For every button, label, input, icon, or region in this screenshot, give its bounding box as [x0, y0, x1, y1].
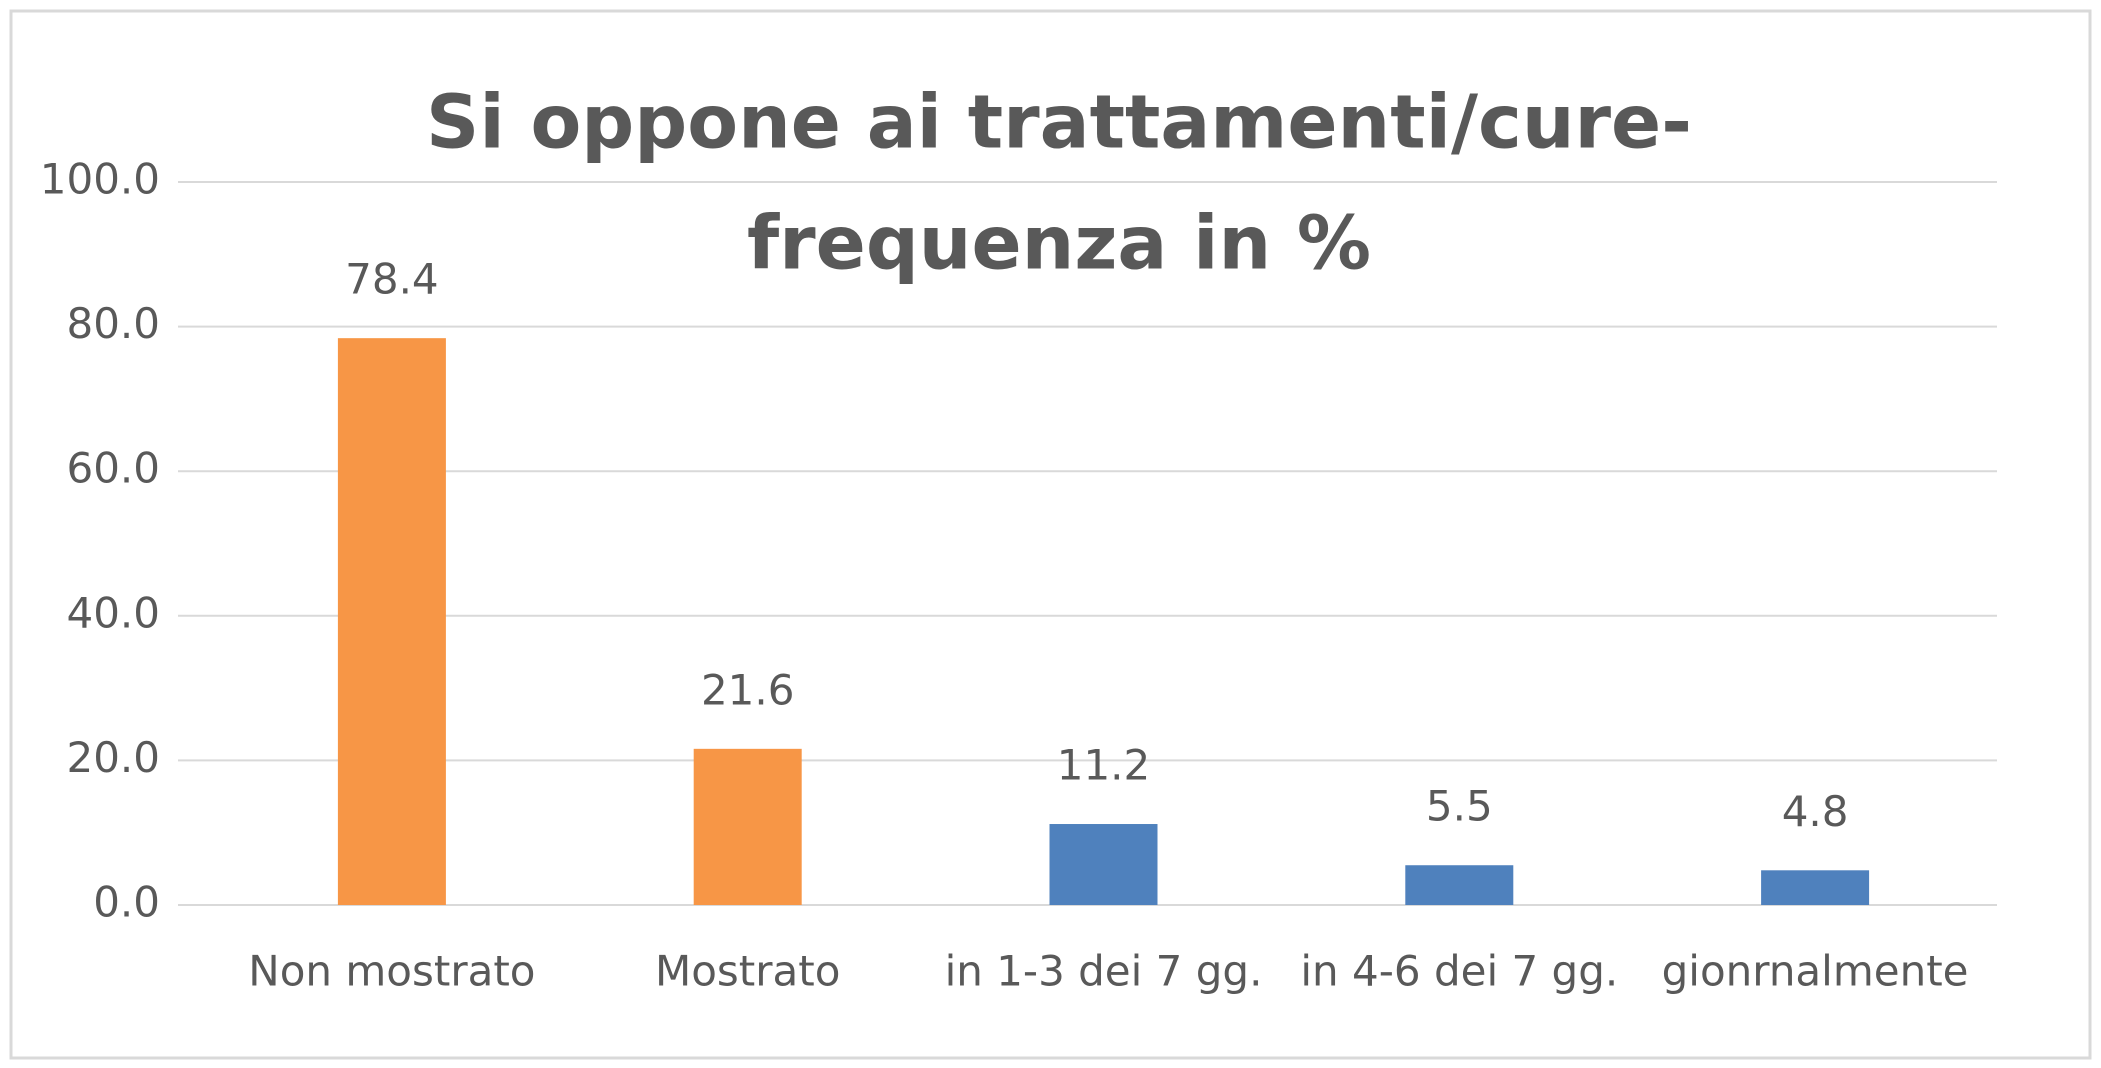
data-label: 4.8 — [1782, 787, 1849, 836]
x-tick-label: Mostrato — [655, 947, 840, 996]
y-tick-label: 20.0 — [66, 733, 160, 782]
y-tick-label: 100.0 — [40, 155, 160, 204]
x-tick-label: in 4-6 dei 7 gg. — [1300, 947, 1618, 996]
x-tick-label: Non mostrato — [248, 947, 535, 996]
y-tick-label: 40.0 — [66, 588, 160, 637]
data-label: 78.4 — [345, 255, 439, 304]
bar — [337, 338, 446, 906]
chart-title: frequenza in % — [747, 201, 1371, 287]
bar — [1405, 865, 1514, 905]
data-label: 11.2 — [1057, 741, 1151, 790]
y-tick-label: 0.0 — [93, 878, 160, 927]
chart-title: Si oppone ai trattamenti/cure- — [426, 80, 1692, 166]
bar — [1049, 824, 1158, 905]
x-tick-label: in 1-3 dei 7 gg. — [945, 947, 1263, 996]
x-tick-label: gionrnalmente — [1662, 947, 1969, 996]
bar — [1761, 870, 1870, 905]
y-tick-label: 60.0 — [66, 444, 160, 493]
y-tick-label: 80.0 — [66, 299, 160, 348]
bar — [693, 748, 802, 905]
data-label: 5.5 — [1426, 782, 1493, 831]
data-label: 21.6 — [701, 665, 795, 714]
